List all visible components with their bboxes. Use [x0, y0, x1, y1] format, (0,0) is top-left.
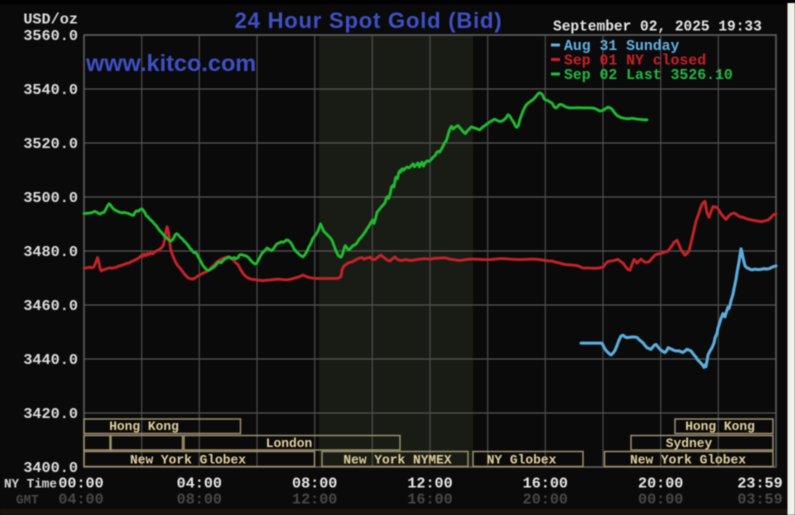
svg-text:24 Hour Spot Gold (Bid): 24 Hour Spot Gold (Bid) [235, 8, 503, 33]
svg-text:3400.0: 3400.0 [23, 459, 78, 477]
svg-text:3480.0: 3480.0 [23, 243, 78, 261]
svg-text:Hong Kong: Hong Kong [109, 419, 179, 434]
svg-text:New York Globex: New York Globex [130, 453, 246, 468]
svg-text:16:00: 16:00 [523, 475, 568, 493]
svg-text:NY Globex: NY Globex [487, 453, 557, 468]
svg-text:GMT: GMT [16, 493, 39, 507]
svg-text:New York NYMEX: New York NYMEX [343, 453, 452, 468]
svg-text:September 02, 2025 19:33: September 02, 2025 19:33 [553, 20, 762, 36]
svg-text:12:00: 12:00 [407, 475, 452, 493]
svg-text:Sep 01 NY closed: Sep 01 NY closed [564, 54, 706, 70]
svg-text:Sydney: Sydney [666, 436, 713, 451]
svg-text:3500.0: 3500.0 [23, 189, 78, 207]
svg-text:00:00: 00:00 [638, 490, 683, 508]
svg-text:3460.0: 3460.0 [23, 297, 78, 315]
svg-text:04:00: 04:00 [177, 475, 222, 493]
svg-text:3520.0: 3520.0 [23, 135, 78, 153]
svg-text:08:00: 08:00 [292, 475, 337, 493]
svg-text:Hong Kong: Hong Kong [685, 419, 755, 434]
svg-text:London: London [266, 436, 312, 451]
svg-text:3560.0: 3560.0 [23, 27, 78, 45]
svg-text:3420.0: 3420.0 [23, 405, 78, 423]
svg-text:20:00: 20:00 [638, 475, 683, 493]
svg-text:16:00: 16:00 [407, 490, 452, 508]
svg-text:3440.0: 3440.0 [23, 351, 78, 369]
svg-text:04:00: 04:00 [58, 490, 103, 508]
svg-text:00:00: 00:00 [58, 475, 103, 493]
svg-text:23:59: 23:59 [737, 475, 782, 493]
svg-text:12:00: 12:00 [292, 490, 337, 508]
svg-text:08:00: 08:00 [177, 490, 222, 508]
svg-text:Sep 02 Last 3526.10: Sep 02 Last 3526.10 [564, 68, 733, 84]
svg-text:USD/oz: USD/oz [23, 11, 78, 29]
svg-text:New York Globex: New York Globex [630, 453, 746, 468]
svg-text:03:59: 03:59 [737, 490, 782, 508]
svg-text:www.kitco.com: www.kitco.com [85, 50, 256, 76]
svg-text:Aug 31 Sunday: Aug 31 Sunday [564, 39, 680, 55]
svg-text:NY Time: NY Time [4, 477, 57, 491]
svg-text:20:00: 20:00 [523, 490, 568, 508]
svg-text:3540.0: 3540.0 [23, 81, 78, 99]
